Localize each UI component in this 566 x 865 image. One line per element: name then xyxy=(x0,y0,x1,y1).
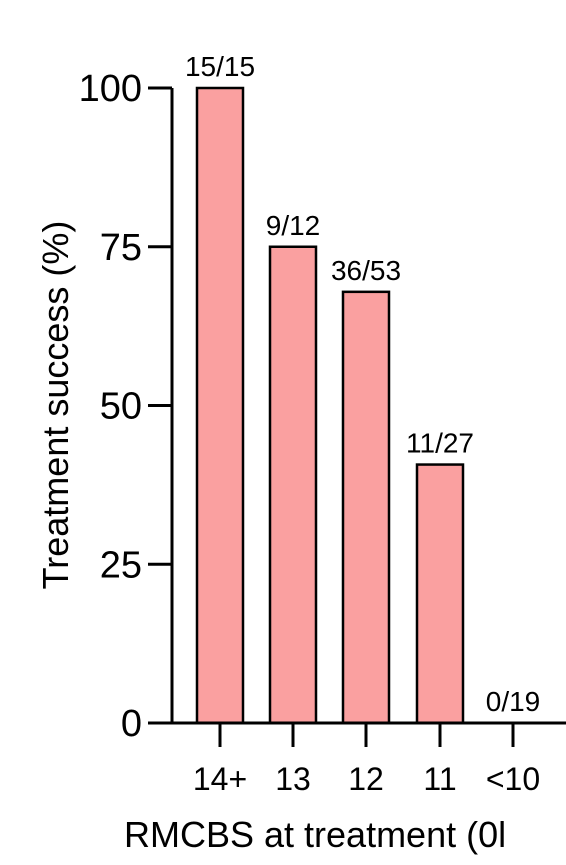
y-tick-label: 0 xyxy=(121,703,142,745)
y-axis-label: Treatment success (%) xyxy=(35,221,76,590)
data-labels: 15/15 9/12 36/53 11/27 0/19 xyxy=(185,51,540,717)
bar-data-label: 9/12 xyxy=(266,210,321,241)
bar-data-label: 36/53 xyxy=(331,255,401,286)
x-axis-ticks: 14+ 13 12 11 <10 xyxy=(193,723,540,797)
bar xyxy=(341,290,391,725)
bar-data-label: 0/19 xyxy=(486,686,541,717)
y-tick-label: 75 xyxy=(100,227,142,269)
y-tick-label: 25 xyxy=(100,544,142,586)
x-tick-label: 14+ xyxy=(193,761,247,797)
x-tick-label: 13 xyxy=(275,761,311,797)
bar xyxy=(415,463,465,725)
y-tick-label: 100 xyxy=(79,68,142,110)
bar-data-label: 15/15 xyxy=(185,51,255,82)
x-tick-label: 12 xyxy=(348,761,384,797)
x-tick-label: 11 xyxy=(423,761,456,797)
y-axis-ticks: 0 25 50 75 100 xyxy=(79,68,172,745)
bar xyxy=(195,86,245,725)
x-tick-label: <10 xyxy=(486,761,540,797)
x-axis-label: RMCBS at treatment (0l xyxy=(124,814,506,855)
bar xyxy=(268,245,318,725)
bar-data-label: 11/27 xyxy=(406,428,474,459)
y-tick-label: 50 xyxy=(100,386,142,428)
bars xyxy=(195,86,465,725)
